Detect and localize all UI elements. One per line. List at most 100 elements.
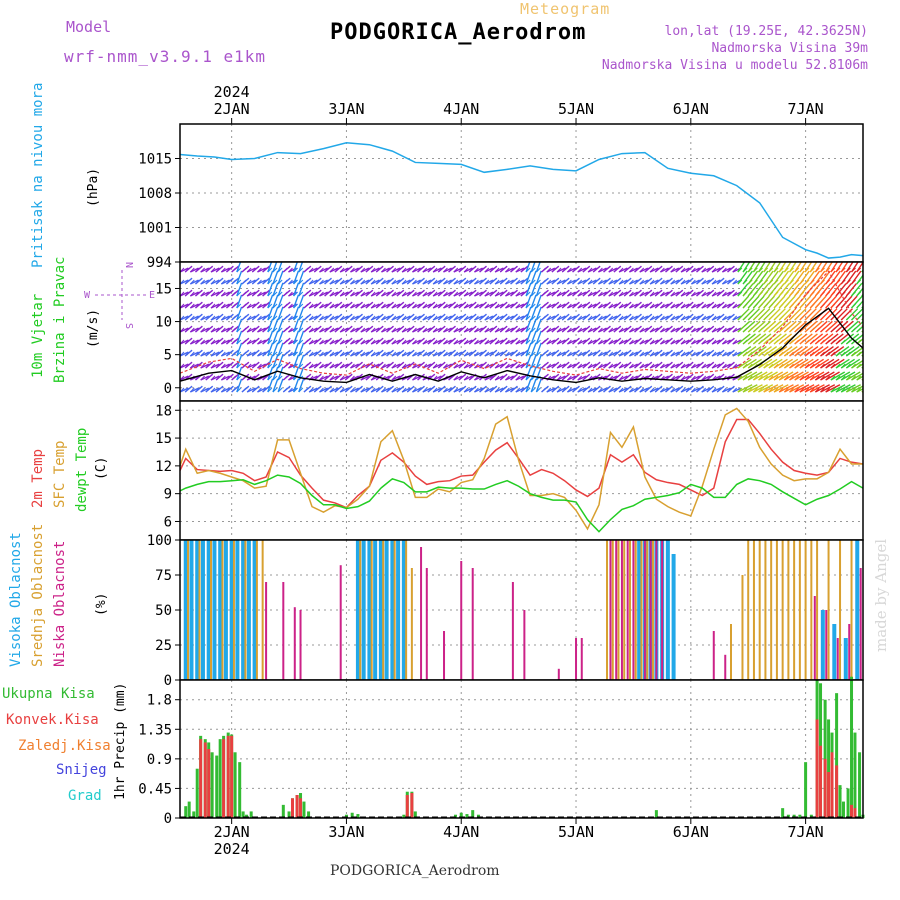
wind-barb-flag [660, 339, 665, 345]
mid-cloud-bar [775, 540, 778, 680]
wind-barb [535, 342, 542, 357]
wind-barb-flag [350, 315, 355, 321]
wind-barb-flag [458, 315, 464, 321]
mid-cloud-bar [781, 540, 784, 680]
wind-barb-flag [272, 327, 278, 333]
wind-barb-flag [406, 279, 412, 285]
wind-barb-flag [412, 303, 417, 309]
wind-barb [525, 262, 531, 273]
wind-barb-flag [685, 339, 691, 345]
wind-barb-flag [339, 267, 345, 273]
wind-barb-flag [272, 339, 278, 345]
wind-barb-flag [845, 387, 851, 393]
wind-barb-flag [484, 339, 490, 345]
wind-barb-flag [319, 303, 324, 309]
wind-barb-flag [763, 291, 769, 297]
mid-cloud-bar [405, 540, 408, 680]
wind-barb-flag [556, 291, 562, 297]
wind-barb-flag [236, 279, 242, 285]
wind-barb [820, 358, 835, 369]
wind-barb-flag [592, 363, 598, 369]
y-tick-label: 9 [164, 487, 172, 503]
wind-barb-flag [381, 339, 386, 345]
wind-barb-flag [789, 387, 794, 393]
y-tick-label: 0.9 [147, 752, 172, 768]
wind-barb-flag [494, 291, 500, 297]
wind-barb [758, 371, 773, 381]
wind-barb-flag [623, 267, 629, 273]
low-cloud-bar [523, 610, 526, 680]
wind-barb-flag [716, 351, 722, 357]
wind-barb-flag [551, 291, 557, 297]
wind-barb-flag [603, 267, 608, 273]
wind-barb-flag [288, 327, 293, 333]
wind-barb-flag [210, 327, 216, 333]
wind-barb-flag [365, 315, 371, 321]
total-precip-bar [233, 752, 237, 818]
mid-cloud-bar [393, 540, 396, 680]
wind-barb [768, 358, 783, 369]
wind-barb-flag [546, 351, 552, 357]
wind-barb-flag [592, 279, 598, 285]
wind-barb-flag [851, 387, 856, 393]
wind-barb-flag [825, 387, 831, 393]
wind-barb [784, 384, 799, 393]
wind-barb-flag [437, 303, 443, 309]
wind-barb-flag [742, 291, 748, 297]
wind-barb-flag [257, 315, 262, 321]
wind-barb-flag [685, 351, 691, 357]
wind-barb-flag [422, 375, 428, 381]
wind-barb-flag [391, 315, 397, 321]
wind-barb-flag [732, 351, 738, 357]
mid-cloud-bar [816, 540, 819, 680]
wind-barb-flag [375, 315, 381, 321]
wind-barb-flag [365, 267, 371, 273]
wind-barb-flag [515, 327, 521, 333]
wind-barb-flag [541, 339, 546, 345]
wind-barb-flag [401, 303, 407, 309]
wind-barb-flag [370, 303, 376, 309]
conv-precip-bar [207, 749, 211, 818]
wind-barb-flag [277, 303, 283, 309]
wind-barb-flag [210, 291, 216, 297]
wind-barb-flag [241, 363, 247, 369]
wind-barb-flag [654, 351, 660, 357]
wind-barb-flag [721, 291, 727, 297]
wind-barb-flag [530, 387, 536, 393]
wind-barb-flag [799, 375, 805, 381]
wind-barb-flag [675, 339, 681, 345]
wind-barb-flag [577, 303, 583, 309]
wind-barb-flag [339, 291, 345, 297]
wind-barb-flag [649, 315, 655, 321]
wind-barb-flag [386, 387, 392, 393]
wind-barb-flag [789, 303, 794, 309]
wind-barb-flag [489, 267, 495, 273]
wind-barb-flag [308, 363, 314, 369]
wind-barb-flag [830, 327, 836, 333]
wind-barb-flag [845, 339, 851, 345]
wind-barb-flag [386, 363, 392, 369]
wind-barb-flag [303, 363, 309, 369]
wind-barb-flag [262, 387, 268, 393]
wind-barb-flag [231, 303, 237, 309]
high-cloud-bar [373, 540, 378, 680]
wind-barb-flag [737, 303, 743, 309]
wind-barb-flag [587, 279, 593, 285]
low-cloud-bar [299, 610, 302, 680]
wind-barb-flag [339, 351, 345, 357]
wind-barb-flag [355, 279, 361, 285]
mid-cloud-bar [758, 540, 761, 680]
wind-barb-flag [799, 315, 805, 321]
wind-barb-flag [711, 315, 717, 321]
wind-barb-flag [840, 387, 846, 393]
wind-barb-flag [484, 303, 490, 309]
wind-barb-flag [272, 387, 278, 393]
wind-barb-flag [840, 339, 846, 345]
wind-barb-flag [830, 351, 836, 357]
wind-barb [525, 294, 532, 309]
wind-barb-flag [582, 291, 588, 297]
mid-cloud-bar [359, 540, 362, 680]
wind-barb-flag [494, 315, 500, 321]
wind-barb-flag [205, 375, 211, 381]
wind-barb-flag [396, 387, 402, 393]
